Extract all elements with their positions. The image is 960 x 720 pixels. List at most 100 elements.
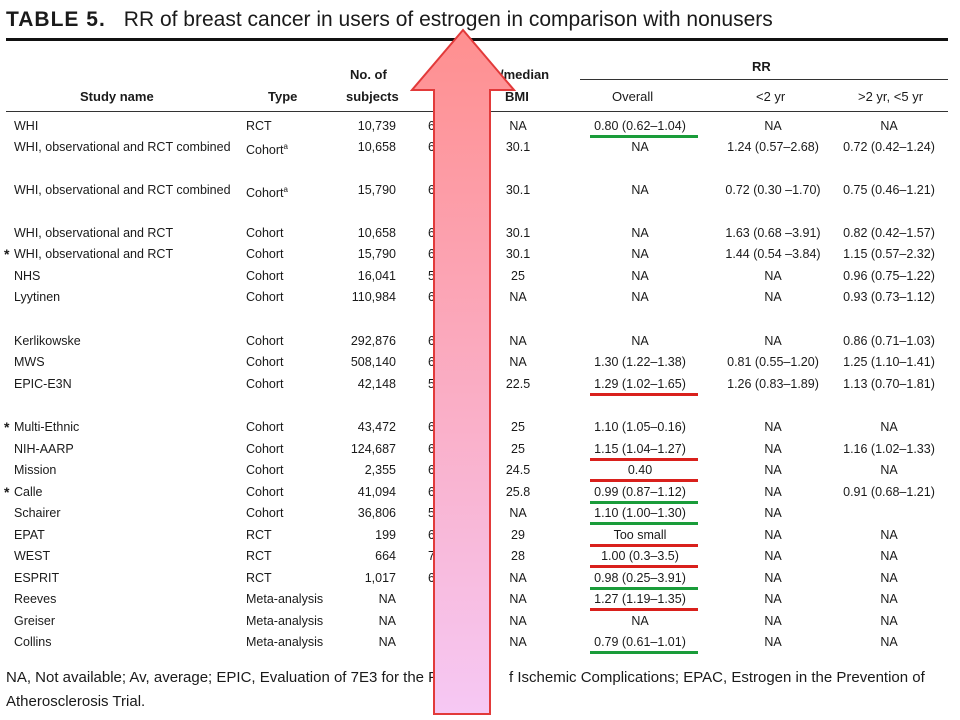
table-row: Lyytinen Cohort 110,984 6 NA NA NA 0.93 (0.73–1…: [0, 287, 960, 307]
table-row: Greiser Meta-analysis NA NA NA NA NA: [0, 611, 960, 631]
bmi-cell: 29: [511, 528, 525, 542]
type-cell: Meta-analysis: [246, 614, 324, 628]
subjects-cell: 292,876: [350, 334, 396, 348]
table-row: WHI RCT 10,739 6 NA 0.80 (0.62–1.04) NA NA: [0, 116, 960, 138]
rr-overall-cell: NA: [631, 334, 649, 348]
table-row: ESPRIT RCT 1,017 6 NA 0.98 (0.25–3.91) NA NA: [0, 568, 960, 590]
rr-overall-cell: NA: [631, 290, 649, 304]
rr-lt2yr-cell: NA: [764, 549, 782, 563]
green-underline-mark: [590, 587, 698, 590]
bmi-cell: 25.8: [505, 485, 531, 499]
header-bmi-line1: /median: [500, 67, 550, 82]
rr-gt2yr-cell: 1.13 (0.70–1.81): [843, 377, 935, 391]
table-row: Schairer Cohort 36,806 5 NA 1.10 (1.00–1.30) N…: [0, 503, 960, 525]
age-cell: 6: [428, 485, 435, 499]
rr-group-rule: [580, 79, 948, 80]
subjects-cell: 43,472: [357, 420, 396, 434]
header-gt2yr: >2 yr, <5 yr: [858, 89, 924, 104]
rr-lt2yr-cell: NA: [764, 334, 782, 348]
rr-overall-cell: 0.79 (0.61–1.01): [594, 635, 686, 649]
type-cell: RCT: [246, 119, 272, 133]
rr-lt2yr-cell: NA: [764, 420, 782, 434]
header-overall: Overall: [612, 89, 654, 104]
rr-gt2yr-cell: 1.25 (1.10–1.41): [843, 355, 935, 369]
rr-overall-cell: 1.15 (1.04–1.27): [594, 442, 686, 456]
table-row: EPIC-E3N Cohort 42,148 5 22.5 1.29 (1.02–1.65…: [0, 374, 960, 396]
red-underline-mark: [590, 608, 698, 611]
table-row: Calle Cohort 41,094 6 25.8 0.99 (0.87–1.12) NA…: [0, 482, 960, 504]
type-cell: Cohorta: [246, 180, 288, 203]
header-rr: RR: [752, 59, 771, 74]
age-cell: 5: [428, 269, 435, 283]
header-subjects-line1: No. of: [350, 67, 387, 82]
subjects-cell: 15,790: [357, 183, 396, 197]
study-name-cell: Calle: [14, 485, 43, 499]
rr-overall-cell: 1.27 (1.19–1.35): [594, 592, 686, 606]
bmi-cell: 30.1: [505, 183, 531, 197]
table-row: EPAT RCT 199 6 29 Too small NA NA: [0, 525, 960, 547]
bmi-cell: 30.1: [505, 140, 531, 154]
rr-gt2yr-cell: 0.93 (0.73–1.12): [843, 290, 935, 304]
bmi-cell: 25: [511, 442, 525, 456]
subjects-cell: NA: [378, 614, 396, 628]
rr-lt2yr-cell: NA: [764, 528, 782, 542]
green-underline-mark: [590, 651, 698, 654]
bmi-cell: NA: [509, 592, 527, 606]
subjects-cell: 199: [375, 528, 396, 542]
rr-lt2yr-cell: 1.44 (0.54 –3.84): [725, 247, 821, 261]
rr-gt2yr-cell: 0.86 (0.71–1.03): [843, 334, 935, 348]
footnote-left: NA, Not available; Av, average; EPIC, Ev…: [6, 669, 460, 686]
rr-gt2yr-cell: 0.72 (0.42–1.24): [843, 140, 935, 154]
age-cell: 6: [428, 290, 435, 304]
table-row: Mission Cohort 2,355 6 24.5 0.40 NA NA: [0, 460, 960, 482]
study-name-cell: MWS: [14, 355, 45, 369]
study-name-cell: EPAT: [14, 528, 45, 542]
rr-overall-cell: 1.10 (1.00–1.30): [594, 506, 686, 520]
type-cell: Cohort: [246, 377, 284, 391]
rr-lt2yr-cell: NA: [764, 614, 782, 628]
type-cell: RCT: [246, 528, 272, 542]
type-text: Cohort: [246, 186, 284, 201]
type-cell: Cohort: [246, 247, 284, 261]
age-cell: 5: [428, 506, 435, 520]
rr-gt2yr-cell: 1.15 (0.57–2.32): [843, 247, 935, 261]
table-row: NIH-AARP Cohort 124,687 6 25 1.15 (1.04–1.27)…: [0, 439, 960, 461]
rr-overall-cell: NA: [631, 226, 649, 240]
age-cell: 6: [428, 355, 435, 369]
rr-overall-cell: NA: [631, 140, 649, 154]
age-cell: 6: [428, 140, 435, 154]
type-cell: Cohort: [246, 334, 284, 348]
bmi-cell: NA: [509, 334, 527, 348]
subjects-cell: 10,658: [357, 226, 396, 240]
type-cell: Cohort: [246, 442, 284, 456]
rr-overall-cell: 1.10 (1.05–0.16): [594, 420, 686, 434]
study-name-cell: Mission: [14, 463, 57, 477]
study-name-cell: ESPRIT: [14, 571, 60, 585]
age-cell: 5: [428, 377, 435, 391]
rr-gt2yr-cell: NA: [880, 614, 898, 628]
rr-overall-cell: Too small: [613, 528, 667, 542]
asterisk-icon: *: [4, 484, 10, 500]
rr-gt2yr-cell: NA: [880, 119, 898, 133]
rr-gt2yr-cell: NA: [880, 528, 898, 542]
rr-lt2yr-cell: 1.24 (0.57–2.68): [727, 140, 819, 154]
age-cell: 7: [428, 549, 435, 563]
red-underline-mark: [590, 458, 698, 461]
subjects-cell: 41,094: [357, 485, 396, 499]
table-caption: TABLE 5. RR of breast cancer in users of …: [6, 3, 946, 37]
age-cell: 6: [428, 528, 435, 542]
rr-gt2yr-cell: 0.96 (0.75–1.22): [843, 269, 935, 283]
rr-gt2yr-cell: 0.91 (0.68–1.21): [843, 485, 935, 499]
age-cell: 6: [428, 226, 435, 240]
rr-overall-cell: 0.40: [627, 463, 653, 477]
table-row: WHI, observational and RCT Cohort 10,658 6 3…: [0, 223, 960, 243]
type-text: Cohort: [246, 143, 284, 158]
study-name-cell: Lyytinen: [14, 290, 61, 304]
type-cell: Meta-analysis: [246, 635, 324, 649]
header-type: Type: [268, 89, 298, 104]
type-cell: Cohort: [246, 463, 284, 477]
rr-gt2yr-cell: NA: [880, 592, 898, 606]
table-row: WEST RCT 664 7 28 1.00 (0.3–3.5) NA NA: [0, 546, 960, 568]
table-row: Multi-Ethnic Cohort 43,472 6 25 1.10 (1.05–0.…: [0, 417, 960, 437]
rr-lt2yr-cell: 0.81 (0.55–1.20): [727, 355, 819, 369]
